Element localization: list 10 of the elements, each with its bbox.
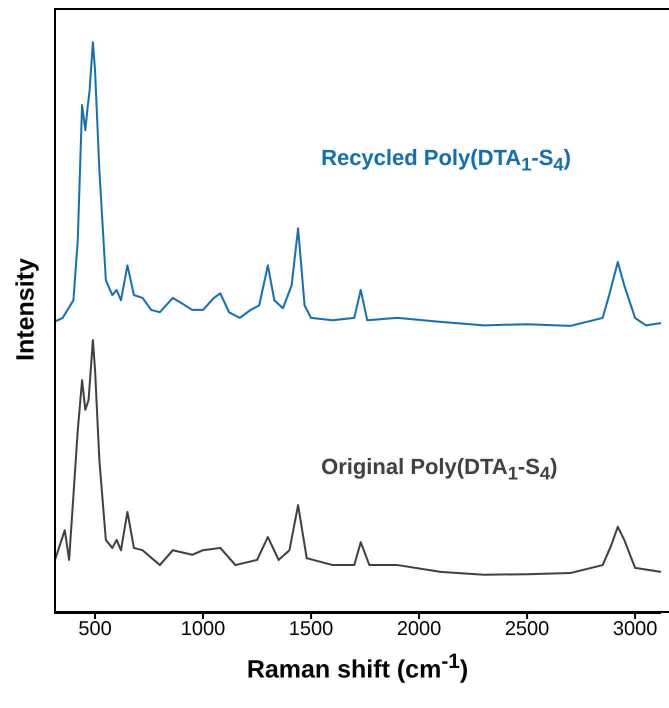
x-tick-label: 1000 <box>180 618 226 640</box>
y-axis-title: Intensity <box>12 256 40 362</box>
x-axis-title: Raman shift (cm$^{-1}$) <box>246 650 470 684</box>
x-tick-label: 2000 <box>396 618 442 640</box>
x-tick-label: 1500 <box>288 618 334 640</box>
x-tick-label: 500 <box>78 618 112 640</box>
x-tick-label: 2500 <box>504 618 550 640</box>
x-tick-label: 3000 <box>612 618 658 640</box>
text: Recycled Poly(DTA$_{1}$-S$_{4}$) <box>321 145 571 176</box>
series-label: Original Poly(DTA$_{1}$-S$_{4}$) <box>321 454 558 484</box>
